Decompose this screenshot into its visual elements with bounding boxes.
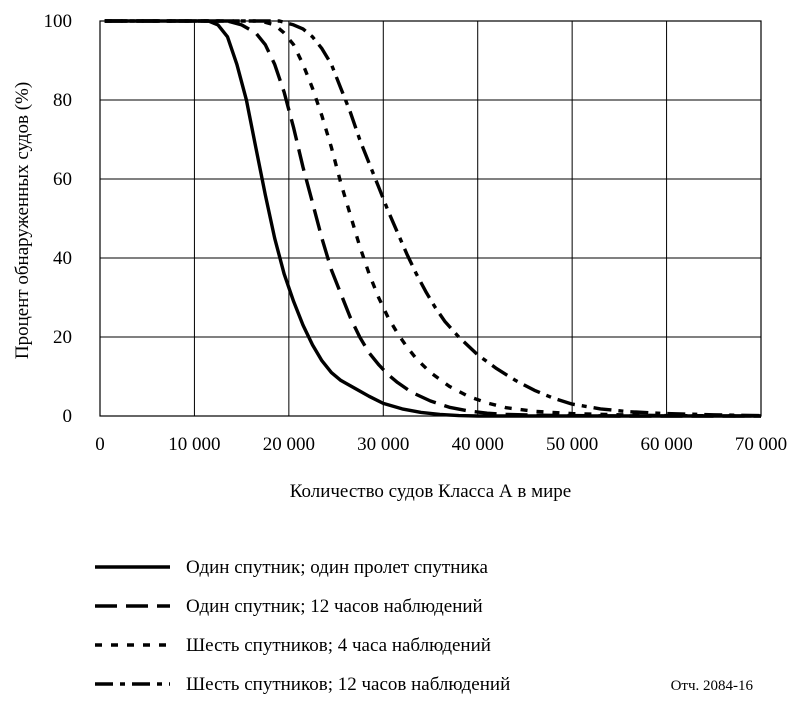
y-tick-label: 100: [44, 11, 73, 32]
y-tick-label: 20: [53, 327, 72, 348]
series-line-3: [104, 19, 762, 418]
plot-frame: [99, 20, 762, 417]
figure-reference: Отч. 2084-16: [671, 678, 754, 694]
series-line-1: [104, 19, 761, 418]
y-tick-labels: 0 20 40 60 80 100: [44, 11, 73, 427]
x-tick-label: 30 000: [357, 434, 409, 455]
x-tick-label: 60 000: [640, 434, 692, 455]
x-tick-label: 20 000: [263, 434, 315, 455]
x-tick-label: 50 000: [546, 434, 598, 455]
y-tick-label: 40: [53, 248, 72, 269]
x-tick-label: 40 000: [452, 434, 504, 455]
legend-label-4: Шесть спутников; 12 часов наблюдений: [186, 674, 510, 695]
gridlines: [100, 21, 761, 416]
series-line-2: [104, 19, 761, 418]
series-layer: [104, 19, 762, 418]
y-tick-label: 60: [53, 169, 72, 190]
series-line-4: [104, 19, 762, 418]
legend-label-2: Один спутник; 12 часов наблюдений: [186, 596, 483, 617]
x-tick-labels: 0 10 000 20 000 30 000 40 000 50 000 60 000 70 …: [95, 434, 787, 455]
x-axis-label: Количество судов Класса А в мире: [290, 481, 571, 502]
legend-label-3: Шесть спутников; 4 часа наблюдений: [186, 635, 491, 656]
legend: Один спутник; один пролет спутника Один с…: [95, 557, 510, 695]
y-axis-label: Процент обнаруженных судов (%): [12, 82, 33, 359]
x-tick-label: 0: [95, 434, 105, 455]
legend-label-1: Один спутник; один пролет спутника: [186, 557, 488, 578]
x-tick-label: 70 000: [735, 434, 787, 455]
x-tick-label: 10 000: [168, 434, 220, 455]
y-tick-label: 80: [53, 90, 72, 111]
y-tick-label: 0: [63, 406, 73, 427]
